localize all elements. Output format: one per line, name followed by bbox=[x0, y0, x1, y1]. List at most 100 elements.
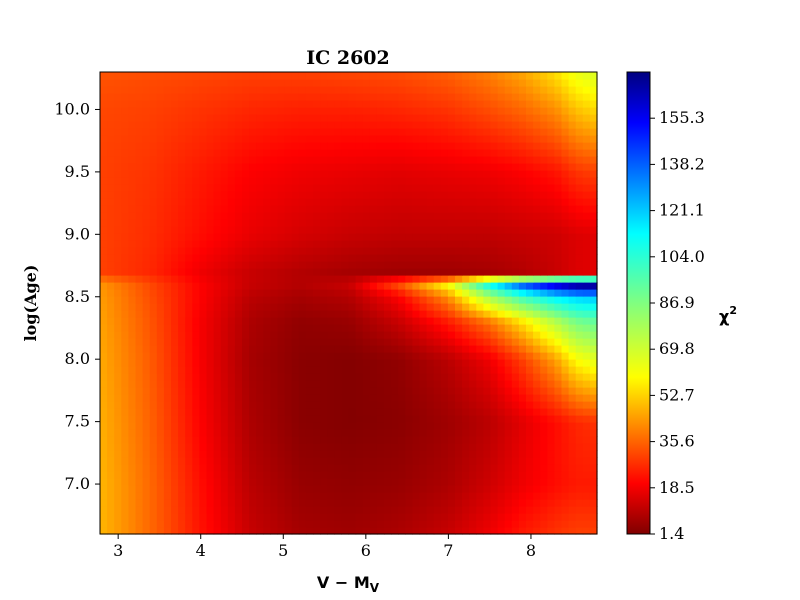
heatmap-cell bbox=[270, 422, 279, 430]
heatmap-cell bbox=[369, 485, 378, 493]
heatmap-cell bbox=[419, 429, 428, 437]
heatmap-cell bbox=[369, 492, 378, 500]
heatmap-cell bbox=[476, 289, 484, 297]
heatmap-cell bbox=[234, 170, 243, 178]
heatmap-cell bbox=[121, 520, 129, 528]
heatmap-cell bbox=[291, 198, 300, 206]
heatmap-cell bbox=[582, 338, 591, 346]
heatmap-cell bbox=[483, 79, 492, 87]
heatmap-cell bbox=[469, 408, 477, 416]
heatmap-cell bbox=[462, 247, 470, 255]
heatmap-cell bbox=[575, 289, 584, 297]
heatmap-cell bbox=[199, 93, 208, 101]
heatmap-cell bbox=[490, 443, 499, 451]
heatmap-cell bbox=[227, 212, 236, 220]
heatmap-cell bbox=[568, 268, 577, 276]
heatmap-cell bbox=[497, 254, 506, 262]
heatmap-cell bbox=[100, 331, 108, 339]
heatmap-cell bbox=[284, 247, 293, 255]
heatmap-cell bbox=[426, 289, 435, 297]
heatmap-cell bbox=[270, 240, 279, 248]
heatmap-cell bbox=[575, 142, 584, 150]
heatmap-cell bbox=[249, 114, 257, 122]
heatmap-cell bbox=[575, 100, 584, 108]
heatmap-cell bbox=[313, 289, 321, 297]
heatmap-cell bbox=[334, 303, 342, 311]
heatmap-cell bbox=[426, 156, 435, 164]
heatmap-cell bbox=[376, 296, 385, 304]
heatmap-cell bbox=[355, 156, 364, 164]
heatmap-cell bbox=[277, 282, 286, 290]
heatmap-cell bbox=[220, 296, 229, 304]
heatmap-cell bbox=[291, 380, 300, 388]
heatmap-cell bbox=[447, 478, 456, 486]
heatmap-cell bbox=[391, 429, 399, 437]
heatmap-cell bbox=[277, 247, 286, 255]
heatmap-cell bbox=[107, 436, 115, 444]
heatmap-cell bbox=[405, 226, 413, 234]
heatmap-cell bbox=[561, 352, 570, 360]
heatmap-cell bbox=[334, 268, 342, 276]
heatmap-cell bbox=[547, 324, 555, 332]
heatmap-cell bbox=[518, 303, 527, 311]
heatmap-cell bbox=[149, 422, 158, 430]
heatmap-cell bbox=[511, 324, 520, 332]
heatmap-cell bbox=[348, 184, 357, 192]
heatmap-cell bbox=[490, 191, 499, 199]
heatmap-cell bbox=[483, 268, 492, 276]
heatmap-cell bbox=[249, 394, 257, 402]
heatmap-cell bbox=[277, 513, 286, 521]
heatmap-cell bbox=[263, 233, 271, 241]
heatmap-cell bbox=[277, 527, 286, 535]
heatmap-cell bbox=[483, 387, 492, 395]
heatmap-cell bbox=[440, 331, 449, 339]
heatmap-cell bbox=[476, 387, 484, 395]
heatmap-cell bbox=[199, 506, 208, 514]
heatmap-cell bbox=[305, 457, 314, 465]
heatmap-cell bbox=[256, 366, 264, 374]
heatmap-cell bbox=[341, 499, 350, 507]
heatmap-cell bbox=[568, 149, 577, 157]
heatmap-cell bbox=[384, 359, 392, 367]
heatmap-cell bbox=[533, 184, 541, 192]
heatmap-cell bbox=[320, 520, 328, 528]
heatmap-cell bbox=[100, 128, 108, 136]
heatmap-cell bbox=[163, 415, 172, 423]
heatmap-cell bbox=[533, 247, 541, 255]
heatmap-cell bbox=[135, 219, 144, 227]
heatmap-cell bbox=[334, 79, 342, 87]
heatmap-cell bbox=[391, 226, 399, 234]
heatmap-cell bbox=[270, 450, 279, 458]
heatmap-cell bbox=[575, 240, 584, 248]
heatmap-cell bbox=[476, 401, 484, 409]
heatmap-cell bbox=[263, 268, 271, 276]
heatmap-cell bbox=[320, 345, 328, 353]
heatmap-cell bbox=[433, 527, 442, 535]
heatmap-cell bbox=[469, 142, 477, 150]
heatmap-cell bbox=[135, 142, 144, 150]
heatmap-cell bbox=[490, 79, 499, 87]
heatmap-cell bbox=[497, 261, 506, 269]
heatmap-cell bbox=[320, 331, 328, 339]
heatmap-cell bbox=[121, 359, 129, 367]
heatmap-cell bbox=[419, 240, 428, 248]
heatmap-cell bbox=[554, 296, 563, 304]
heatmap-cell bbox=[511, 212, 520, 220]
heatmap-cell bbox=[526, 135, 534, 143]
heatmap-cell bbox=[128, 450, 137, 458]
heatmap-cell bbox=[114, 429, 122, 437]
heatmap-cell bbox=[426, 170, 435, 178]
heatmap-cell bbox=[121, 114, 129, 122]
heatmap-cell bbox=[462, 387, 470, 395]
heatmap-cell bbox=[376, 415, 385, 423]
heatmap-cell bbox=[234, 303, 243, 311]
heatmap-cell bbox=[398, 233, 406, 241]
heatmap-cell bbox=[220, 184, 229, 192]
heatmap-cell bbox=[504, 72, 513, 80]
heatmap-cell bbox=[227, 135, 236, 143]
heatmap-cell bbox=[554, 429, 563, 437]
heatmap-cell bbox=[121, 415, 129, 423]
heatmap-cell bbox=[341, 408, 350, 416]
heatmap-cell bbox=[100, 394, 108, 402]
heatmap-cell bbox=[234, 492, 243, 500]
